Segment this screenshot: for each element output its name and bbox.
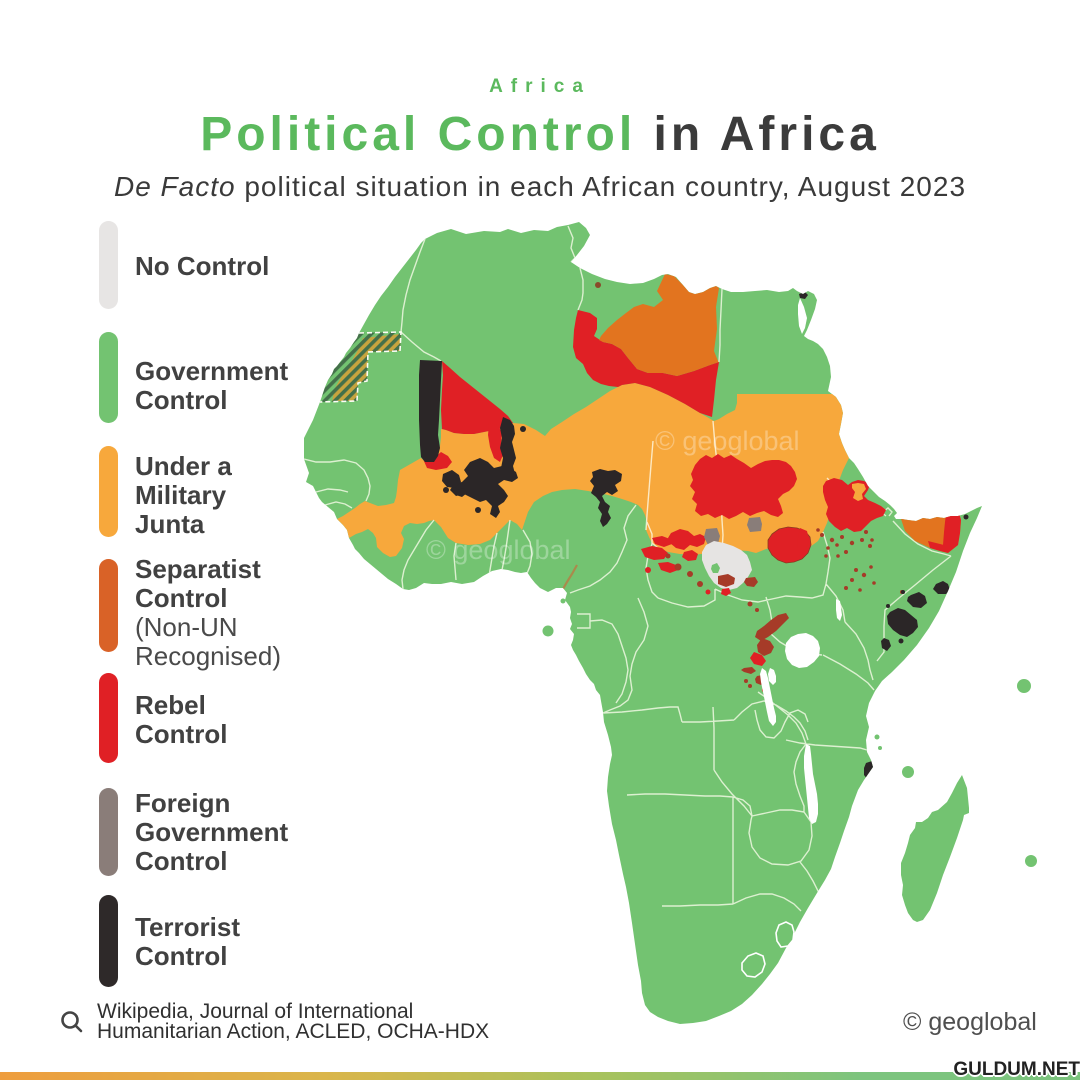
svg-text:© geoglobal: © geoglobal [655,426,800,456]
svg-text:© geoglobal: © geoglobal [426,535,571,565]
